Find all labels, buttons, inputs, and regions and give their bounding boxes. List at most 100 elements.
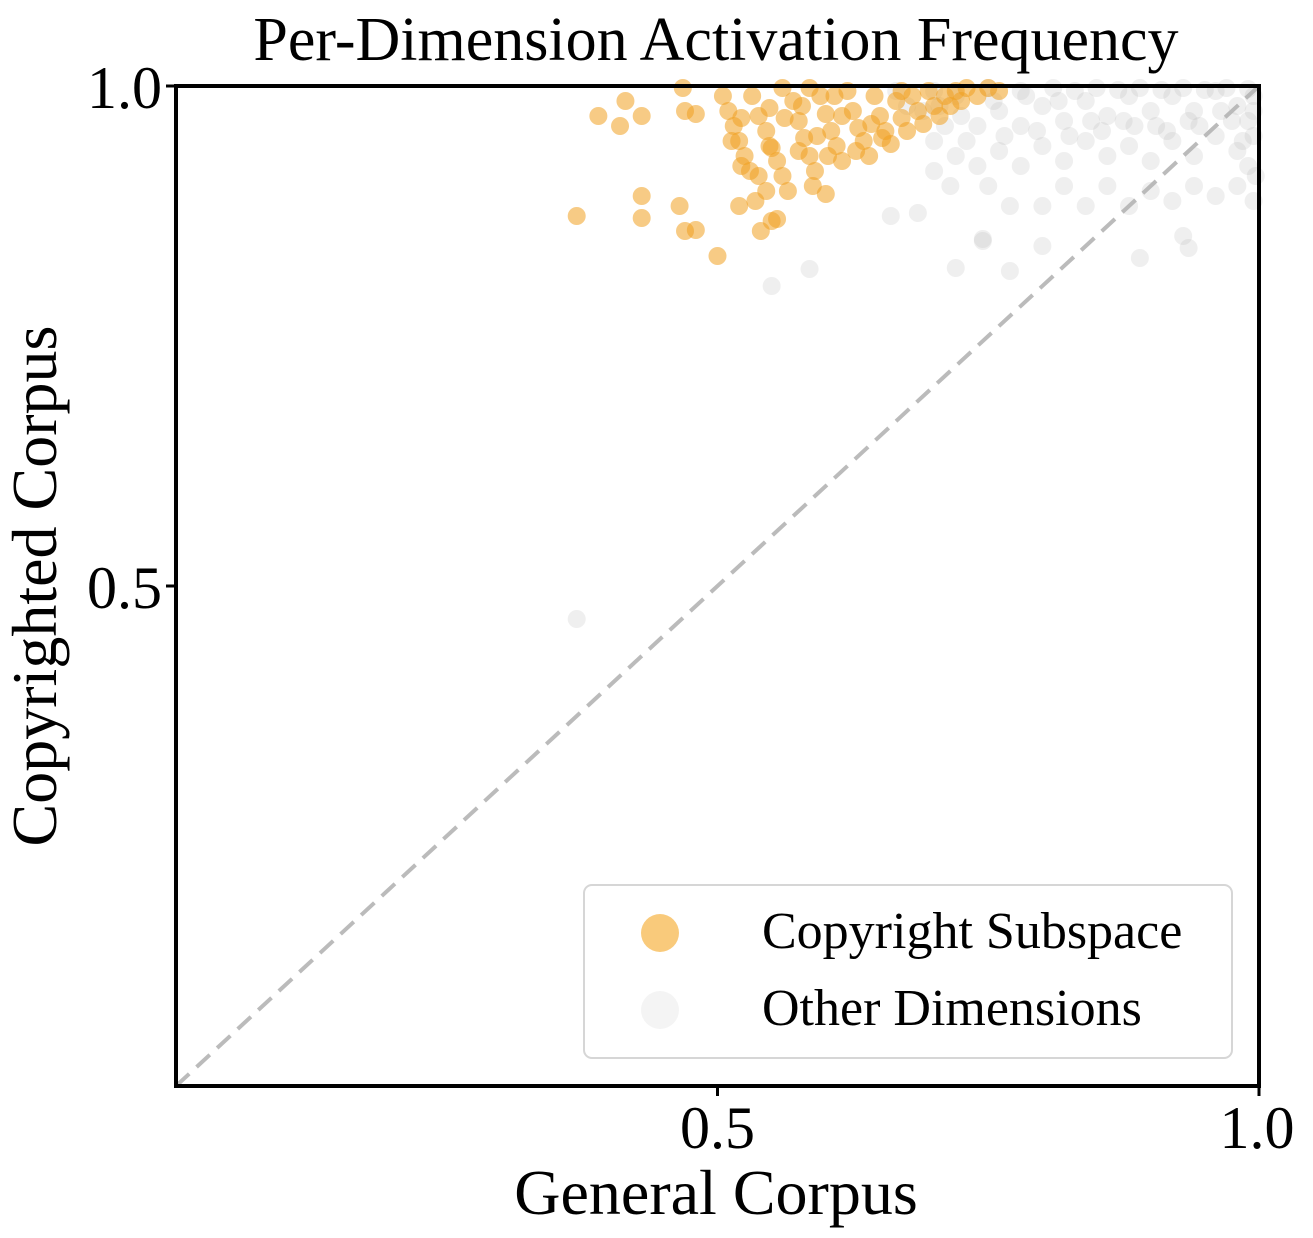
copyright-subspace-point [632, 107, 651, 125]
copyright-subspace-point [760, 137, 779, 155]
other-dimensions-point [1098, 147, 1117, 165]
copyright-subspace-point [743, 87, 762, 105]
other-dimensions-point [1076, 197, 1095, 215]
other-dimensions-point [567, 610, 586, 628]
other-dimensions-point [908, 204, 927, 222]
copyright-subspace-point [789, 142, 808, 160]
copyright-subspace-point [816, 105, 835, 123]
copyright-subspace-point [775, 109, 794, 127]
other-dimensions-point [941, 177, 960, 195]
legend-label-copyright-subspace: Copyright Subspace [762, 903, 1182, 960]
other-dimensions-point [1174, 227, 1193, 245]
other-dimensions-point [1206, 187, 1225, 205]
other-dimensions-point [1239, 112, 1258, 130]
other-dimensions-point [957, 132, 976, 150]
x-axis-label: General Corpus [514, 1157, 917, 1228]
copyright-subspace-point [808, 127, 827, 145]
other-dimensions-point [1033, 197, 1052, 215]
copyright-subspace-point [757, 182, 776, 200]
other-dimensions-point [1055, 177, 1074, 195]
copyright-subspace-point [632, 209, 651, 227]
y-axis-ticks: 0.5 1.0 [87, 55, 176, 621]
other-dimensions-point [1233, 132, 1252, 150]
copyright-subspace-point [768, 152, 787, 170]
copyright-subspace-point [713, 87, 732, 105]
other-dimensions-point [990, 142, 1009, 160]
diagonal-reference-line [174, 84, 1261, 1088]
y-tick-label: 0.5 [87, 555, 162, 621]
copyright-subspace-point [686, 221, 705, 239]
legend-label-other-dimensions: Other Dimensions [762, 980, 1142, 1037]
copyright-subspace-point [803, 177, 822, 195]
copyright-subspace-point [732, 157, 751, 175]
other-dimensions-point [1179, 239, 1198, 257]
other-dimensions-point [1246, 167, 1265, 185]
copyright-subspace-point [567, 207, 586, 225]
other-dimensions-point [1098, 107, 1117, 125]
other-dimensions-point [1055, 112, 1074, 130]
other-dimensions-point [1228, 177, 1247, 195]
other-dimensions-point [1055, 152, 1074, 170]
other-dimensions-point [1076, 132, 1095, 150]
other-dimensions-point [1033, 97, 1052, 115]
other-dimensions-point [1076, 92, 1095, 110]
other-dimensions-point [1082, 112, 1101, 130]
other-dimensions-point [973, 232, 992, 250]
other-dimensions-point [946, 259, 965, 277]
other-dimensions-point [1120, 137, 1139, 155]
other-dimensions-point [1000, 197, 1019, 215]
other-dimensions-point [1239, 157, 1258, 175]
copyright-subspace-point [818, 147, 837, 165]
x-tick-label: 0.5 [680, 1095, 755, 1161]
copyright-subspace-point [898, 122, 917, 140]
y-axis-label: Copyrighted Corpus [0, 326, 70, 847]
copyright-subspace-point [722, 132, 741, 150]
other-dimensions-point [1185, 102, 1204, 120]
copyright-subspace-point [778, 182, 797, 200]
other-dimensions-point [1185, 177, 1204, 195]
copyright-subspace-points [567, 79, 1009, 265]
copyright-subspace-point [805, 162, 824, 180]
other-dimensions-point [1141, 182, 1160, 200]
other-dimensions-point [1017, 87, 1036, 105]
copyright-subspace-point [873, 129, 892, 147]
legend-box [583, 884, 1233, 1059]
other-dimensions-point [1033, 237, 1052, 255]
copyright-subspace-point [632, 187, 651, 205]
other-dimensions-point [946, 147, 965, 165]
copyright-subspace-point [773, 167, 792, 185]
copyright-subspace-point [670, 197, 689, 215]
other-dimensions-point [1033, 137, 1052, 155]
legend: Copyright Subspace Other Dimensions [583, 884, 1233, 1059]
other-dimensions-point [1125, 117, 1144, 135]
copyright-subspace-point [833, 152, 852, 170]
legend-marker-other-dimensions [641, 991, 679, 1029]
other-dimensions-point [1190, 117, 1209, 135]
other-dimensions-point [1157, 122, 1176, 140]
other-dimensions-point [1163, 87, 1182, 105]
chart-title: Per-Dimension Activation Frequency [253, 6, 1178, 74]
copyright-subspace-point [847, 142, 866, 160]
copyright-subspace-point [611, 117, 630, 135]
other-dimensions-point [990, 102, 1009, 120]
other-dimensions-point [1152, 81, 1171, 99]
copyright-subspace-point [708, 247, 727, 265]
copyright-subspace-point [751, 222, 770, 240]
copyright-subspace-point [730, 197, 749, 215]
other-dimensions-point [968, 117, 987, 135]
copyright-subspace-point [789, 112, 808, 130]
other-dimensions-point [925, 132, 944, 150]
other-dimensions-point [881, 207, 900, 225]
copyright-subspace-point [589, 107, 608, 125]
other-dimensions-point [1120, 87, 1139, 105]
other-dimensions-point [1049, 92, 1068, 110]
other-dimensions-point [1147, 117, 1166, 135]
other-dimensions-point [1228, 142, 1247, 160]
other-dimensions-point [1239, 80, 1258, 98]
copyright-subspace-point [749, 167, 768, 185]
other-dimensions-point [1185, 147, 1204, 165]
legend-marker-copyright-subspace [641, 914, 679, 952]
other-dimensions-point [1098, 177, 1117, 195]
copyright-subspace-point [757, 122, 776, 140]
copyright-subspace-point [686, 105, 705, 123]
